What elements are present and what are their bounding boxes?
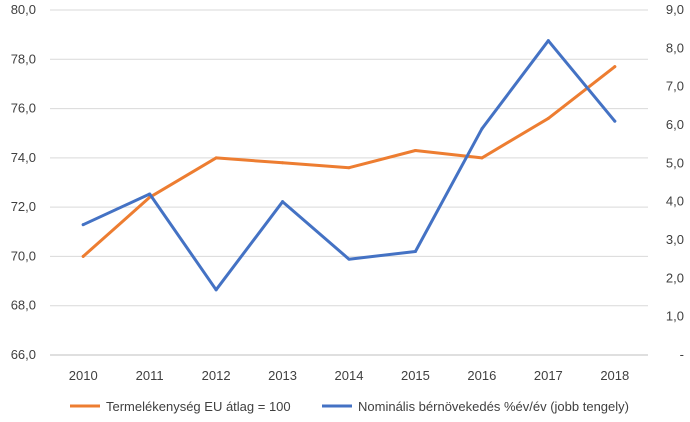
data-point bbox=[347, 257, 351, 261]
x-axis: 2010 2011 2012 2013 2014 2015 2016 2017 2018 bbox=[69, 368, 629, 383]
left-tick-label: 80,0 bbox=[11, 2, 36, 17]
data-point bbox=[214, 288, 218, 292]
data-point bbox=[281, 161, 285, 165]
data-point bbox=[281, 200, 285, 204]
left-tick-label: 66,0 bbox=[11, 347, 36, 362]
right-tick-label: 2,0 bbox=[666, 270, 684, 285]
legend-label-wage-growth: Nominális bérnövekedés %év/év (jobb teng… bbox=[358, 399, 629, 414]
data-point bbox=[613, 65, 617, 69]
data-point bbox=[613, 119, 617, 123]
right-tick-label: 9,0 bbox=[666, 2, 684, 17]
series-line-wage-growth bbox=[81, 39, 617, 292]
data-point bbox=[546, 39, 550, 43]
x-tick-label: 2014 bbox=[335, 368, 364, 383]
x-tick-label: 2011 bbox=[136, 368, 164, 383]
data-point bbox=[413, 148, 417, 152]
right-tick-label: 4,0 bbox=[666, 194, 684, 209]
x-tick-label: 2012 bbox=[202, 368, 231, 383]
legend: Termelékenység EU átlag = 100 Nominális … bbox=[70, 399, 629, 414]
series-line-productivity bbox=[81, 65, 617, 258]
right-tick-label: 6,0 bbox=[666, 117, 684, 132]
x-tick-label: 2016 bbox=[467, 368, 496, 383]
data-point bbox=[546, 116, 550, 120]
legend-label-productivity: Termelékenység EU átlag = 100 bbox=[106, 399, 291, 414]
data-point bbox=[347, 166, 351, 170]
right-tick-label: 5,0 bbox=[666, 155, 684, 170]
left-tick-label: 70,0 bbox=[11, 248, 36, 263]
right-tick-label: 3,0 bbox=[666, 232, 684, 247]
data-point bbox=[81, 254, 85, 258]
left-axis: 66,0 68,0 70,0 72,0 74,0 76,0 78,0 80,0 bbox=[11, 2, 36, 362]
x-tick-label: 2010 bbox=[69, 368, 98, 383]
left-tick-label: 72,0 bbox=[11, 199, 36, 214]
data-point bbox=[480, 127, 484, 131]
right-tick-label: 1,0 bbox=[666, 309, 684, 324]
data-point bbox=[81, 223, 85, 227]
left-tick-label: 74,0 bbox=[11, 150, 36, 165]
right-tick-label: 8,0 bbox=[666, 40, 684, 55]
data-point bbox=[413, 250, 417, 253]
data-point bbox=[480, 156, 484, 160]
x-tick-label: 2015 bbox=[401, 368, 430, 383]
x-tick-label: 2018 bbox=[600, 368, 629, 383]
right-tick-label: 7,0 bbox=[666, 79, 684, 94]
x-tick-label: 2017 bbox=[534, 368, 563, 383]
data-point bbox=[148, 192, 152, 196]
series-lines bbox=[81, 39, 617, 292]
right-axis: - 1,0 2,0 3,0 4,0 5,0 6,0 7,0 8,0 9,0 bbox=[666, 2, 684, 362]
gridlines bbox=[50, 9, 648, 356]
left-tick-label: 76,0 bbox=[11, 101, 36, 116]
x-tick-label: 2013 bbox=[268, 368, 297, 383]
data-point bbox=[214, 156, 218, 160]
right-tick-label: - bbox=[680, 347, 684, 362]
left-tick-label: 78,0 bbox=[11, 51, 36, 66]
left-tick-label: 68,0 bbox=[11, 298, 36, 313]
